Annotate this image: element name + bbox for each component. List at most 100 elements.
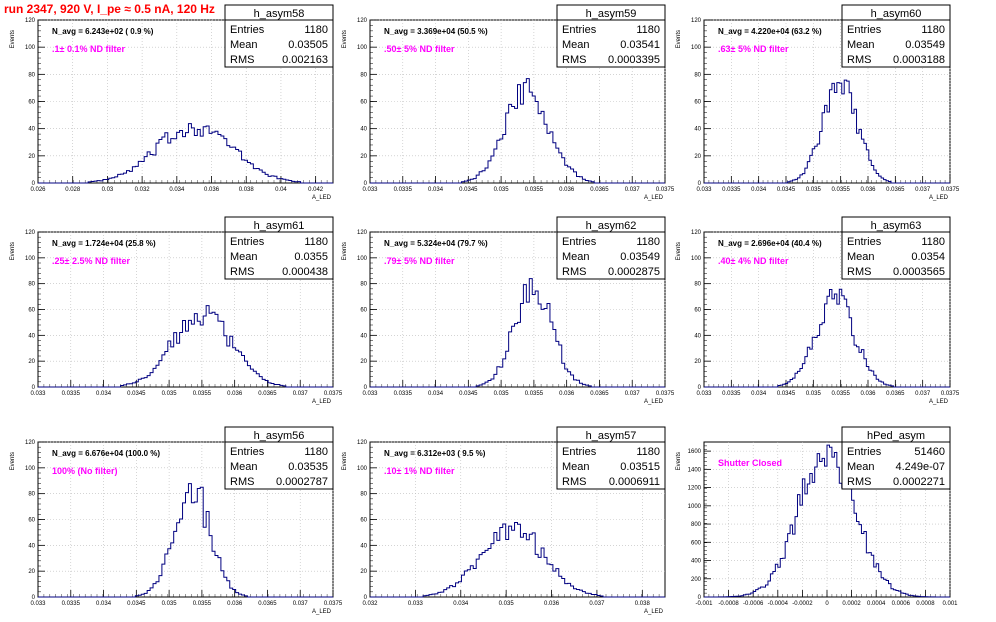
- x-tick-label: 0.033: [696, 187, 712, 193]
- stat-value: 0.0002787: [276, 476, 328, 488]
- stat-label: Entries: [847, 236, 882, 248]
- y-tick-label: 0: [364, 595, 368, 601]
- y-axis-title: Events: [342, 242, 348, 260]
- stat-value: 0.002163: [282, 54, 328, 66]
- histogram-panel-h_asym61: 0 20 40 60 80 100 120 0.033 0.0335 0.034 0.0345 0.0…: [10, 216, 343, 405]
- y-tick-label: 80: [360, 72, 367, 78]
- histogram-line: [370, 278, 665, 388]
- histogram-panel-h_asym58: 0 20 40 60 80 100 120 0.026 0.028 0.03 0.032 0.034 0…: [10, 4, 334, 201]
- y-tick-label: 100: [25, 45, 36, 51]
- y-axis-title: Events: [342, 30, 348, 48]
- y-tick-label: 20: [694, 359, 701, 365]
- histogram-line: [704, 79, 950, 184]
- y-tick-label: 120: [357, 230, 368, 236]
- y-tick-label: 80: [28, 282, 35, 288]
- histogram-panel-hPed_asym: 0 200 400 600 800 1000 1200 1400 1600 -0.001 -0.00…: [676, 426, 958, 607]
- y-tick-label: 60: [28, 308, 35, 314]
- x-tick-label: 0.038: [239, 187, 255, 193]
- x-tick-label: 0.034: [751, 187, 767, 193]
- y-tick-label: 60: [360, 308, 367, 314]
- y-tick-label: 60: [694, 308, 701, 314]
- stats-box: [556, 441, 666, 490]
- filter-label: .25± 2.5% ND filter: [52, 256, 130, 266]
- stat-value: 0.0003188: [893, 54, 945, 66]
- x-axis-title: A_LED: [644, 609, 664, 615]
- y-tick-label: 0: [698, 181, 702, 187]
- y-tick-label: 80: [694, 282, 701, 288]
- stat-value: 1180: [636, 446, 660, 458]
- y-tick-label: 40: [28, 333, 35, 339]
- x-tick-label: -0.001: [695, 601, 713, 607]
- stat-value: 1180: [304, 236, 328, 248]
- navg-label: N_avg = 2.696e+04 (40.4 %): [718, 239, 822, 248]
- x-tick-label: 0.035: [494, 391, 510, 397]
- x-axis-title: A_LED: [312, 195, 332, 201]
- x-tick-label: 0.034: [751, 391, 767, 397]
- x-tick-label: 0.032: [135, 187, 151, 193]
- y-tick-label: 20: [28, 569, 35, 575]
- y-tick-label: 100: [357, 45, 368, 51]
- stat-value: 4.249e-07: [895, 461, 945, 473]
- x-tick-label: 0.034: [169, 187, 185, 193]
- x-tick-label: 0.033: [30, 391, 46, 397]
- navg-label: N_avg = 6.312e+03 ( 9.5 %): [384, 449, 486, 458]
- x-tick-label: 0.035: [806, 187, 822, 193]
- stats-box: [556, 231, 666, 280]
- x-tick-label: 0.036: [544, 601, 560, 607]
- x-tick-label: 0.036: [559, 391, 575, 397]
- x-tick-label: 0.0375: [324, 601, 343, 607]
- y-tick-label: 80: [28, 492, 35, 498]
- x-tick-label: 0.033: [362, 187, 378, 193]
- y-tick-label: 400: [691, 559, 702, 565]
- stats-box: [841, 231, 951, 280]
- navg-label: N_avg = 1.724e+04 (25.8 %): [52, 239, 156, 248]
- x-tick-label: 0.033: [408, 601, 424, 607]
- stat-value: 0.0006911: [609, 476, 660, 488]
- y-tick-label: 100: [357, 256, 368, 262]
- x-tick-label: 0.0355: [831, 187, 850, 193]
- x-tick-label: 0.035: [499, 601, 515, 607]
- y-tick-label: 20: [28, 154, 35, 160]
- stat-label: RMS: [847, 54, 871, 66]
- x-tick-label: 0.0345: [459, 187, 478, 193]
- y-tick-label: 120: [691, 18, 702, 24]
- x-axis-title: A_LED: [312, 399, 332, 405]
- y-tick-label: 80: [360, 282, 367, 288]
- x-tick-label: 0.037: [293, 391, 309, 397]
- x-tick-label: 0.037: [625, 187, 641, 193]
- x-tick-label: 0.0355: [525, 187, 544, 193]
- stat-label: RMS: [562, 54, 586, 66]
- stat-label: RMS: [230, 54, 254, 66]
- y-tick-label: 40: [694, 127, 701, 133]
- stat-label: Entries: [847, 446, 882, 458]
- x-tick-label: 0.0375: [656, 187, 675, 193]
- x-tick-label: 0.033: [362, 391, 378, 397]
- x-tick-label: 0.035: [162, 601, 178, 607]
- filter-label: .40± 4% ND filter: [718, 256, 789, 266]
- stat-label: Entries: [230, 24, 265, 36]
- y-tick-label: 600: [691, 540, 702, 546]
- x-tick-label: 0.0004: [867, 601, 886, 607]
- stat-value: 1180: [921, 24, 945, 36]
- histogram-name: h_asym59: [586, 8, 637, 20]
- x-tick-label: 0.0365: [590, 391, 609, 397]
- x-tick-label: 0.038: [635, 601, 651, 607]
- stat-label: RMS: [847, 266, 871, 278]
- stat-label: Entries: [847, 24, 882, 36]
- x-tick-label: 0.0335: [394, 391, 413, 397]
- stat-label: Entries: [230, 236, 265, 248]
- histogram-panel-h_asym56: 0 20 40 60 80 100 120 0.033 0.0335 0.034 0.0345 0.0…: [10, 426, 343, 615]
- x-tick-label: 0.0365: [886, 187, 905, 193]
- histogram-panel-h_asym62: 0 20 40 60 80 100 120 0.033 0.0335 0.034 0.0345 0.0…: [342, 216, 675, 405]
- y-tick-label: 40: [360, 127, 367, 133]
- filter-label: 100% (No filter): [52, 466, 118, 476]
- x-tick-label: 0.035: [806, 391, 822, 397]
- x-tick-label: 0.0006: [892, 601, 911, 607]
- x-tick-label: 0.0375: [941, 187, 960, 193]
- x-tick-label: 0.037: [589, 601, 605, 607]
- x-tick-label: 0.0375: [656, 391, 675, 397]
- stat-label: Mean: [562, 461, 590, 473]
- histogram-line: [704, 444, 950, 598]
- y-axis-title: Events: [676, 30, 682, 48]
